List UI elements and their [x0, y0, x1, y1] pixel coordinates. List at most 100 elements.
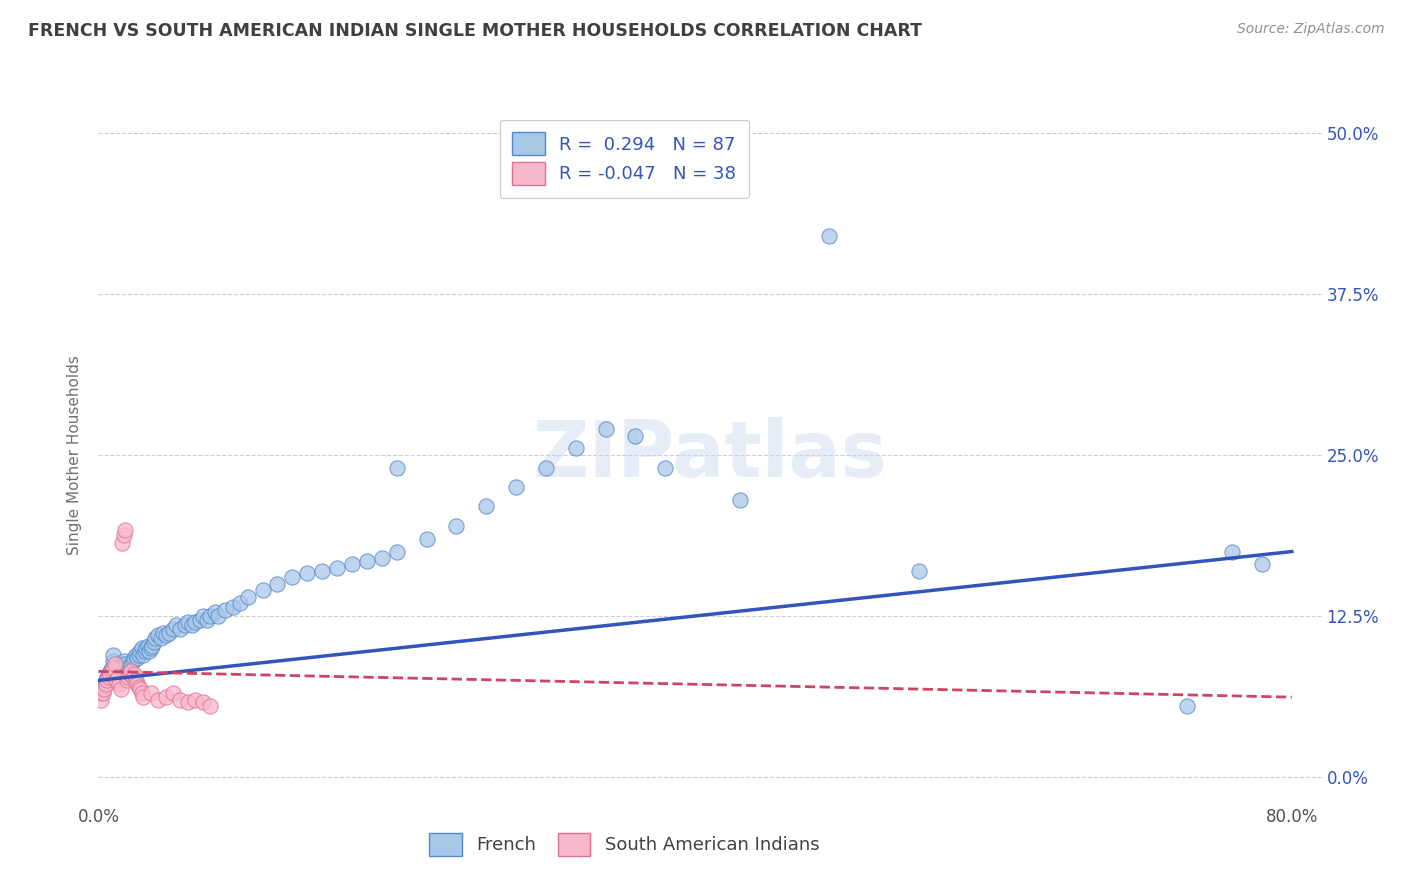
- Point: [132, 648, 155, 662]
- Point: [98, 667, 121, 681]
- Point: [139, 686, 162, 700]
- Text: Source: ZipAtlas.com: Source: ZipAtlas.com: [1237, 22, 1385, 37]
- Point: [184, 692, 207, 706]
- Point: [111, 535, 134, 549]
- Point: [125, 648, 148, 662]
- Point: [236, 590, 259, 604]
- Point: [195, 613, 218, 627]
- Point: [385, 460, 408, 475]
- Point: [131, 686, 153, 700]
- Point: [122, 667, 145, 681]
- Point: [90, 692, 112, 706]
- Point: [146, 692, 169, 706]
- Point: [165, 618, 187, 632]
- Text: FRENCH VS SOUTH AMERICAN INDIAN SINGLE MOTHER HOUSEHOLDS CORRELATION CHART: FRENCH VS SOUTH AMERICAN INDIAN SINGLE M…: [28, 22, 922, 40]
- Point: [104, 660, 127, 674]
- Point: [229, 596, 252, 610]
- Point: [129, 682, 152, 697]
- Point: [169, 692, 191, 706]
- Point: [117, 669, 139, 683]
- Point: [96, 673, 118, 688]
- Point: [115, 673, 138, 688]
- Point: [155, 690, 177, 705]
- Point: [150, 631, 173, 645]
- Point: [107, 669, 129, 683]
- Point: [297, 566, 319, 581]
- Point: [191, 609, 214, 624]
- Point: [505, 480, 527, 494]
- Point: [152, 625, 174, 640]
- Point: [111, 657, 134, 671]
- Point: [120, 665, 142, 679]
- Point: [207, 609, 229, 624]
- Legend: French, South American Indians: French, South American Indians: [422, 826, 827, 863]
- Point: [97, 669, 120, 683]
- Point: [136, 639, 159, 653]
- Point: [128, 680, 150, 694]
- Point: [107, 667, 129, 681]
- Point: [565, 442, 588, 456]
- Y-axis label: Single Mother Households: Single Mother Households: [67, 355, 83, 555]
- Point: [96, 669, 118, 683]
- Point: [155, 628, 177, 642]
- Point: [200, 609, 222, 624]
- Point: [112, 528, 135, 542]
- Point: [110, 660, 132, 674]
- Point: [94, 673, 117, 688]
- Point: [108, 669, 131, 683]
- Point: [181, 618, 204, 632]
- Point: [157, 625, 180, 640]
- Point: [134, 644, 156, 658]
- Point: [114, 523, 136, 537]
- Point: [356, 553, 378, 567]
- Point: [103, 648, 125, 662]
- Point: [169, 622, 191, 636]
- Point: [91, 680, 114, 694]
- Point: [311, 564, 333, 578]
- Point: [114, 657, 136, 671]
- Point: [118, 660, 141, 674]
- Point: [112, 654, 135, 668]
- Point: [105, 673, 128, 688]
- Point: [1177, 699, 1199, 714]
- Point: [121, 654, 143, 668]
- Point: [135, 641, 157, 656]
- Point: [131, 641, 153, 656]
- Point: [162, 622, 184, 636]
- Point: [385, 544, 408, 558]
- Point: [908, 564, 931, 578]
- Point: [115, 660, 138, 674]
- Point: [120, 657, 142, 671]
- Point: [127, 677, 149, 691]
- Point: [90, 686, 112, 700]
- Point: [174, 618, 197, 632]
- Point: [141, 639, 163, 653]
- Point: [146, 628, 169, 642]
- Point: [595, 422, 617, 436]
- Point: [1251, 558, 1274, 572]
- Point: [139, 641, 162, 656]
- Point: [117, 665, 139, 679]
- Point: [125, 673, 148, 688]
- Point: [121, 669, 143, 683]
- Point: [326, 561, 349, 575]
- Point: [97, 667, 120, 681]
- Point: [143, 631, 166, 645]
- Point: [184, 615, 207, 630]
- Point: [101, 660, 124, 674]
- Point: [91, 686, 114, 700]
- Point: [340, 558, 363, 572]
- Point: [204, 605, 226, 619]
- Point: [101, 665, 124, 679]
- Point: [281, 570, 304, 584]
- Point: [110, 665, 132, 679]
- Point: [110, 682, 132, 697]
- Point: [188, 613, 211, 627]
- Point: [104, 657, 127, 671]
- Point: [103, 660, 125, 674]
- Point: [98, 665, 121, 679]
- Point: [128, 648, 150, 662]
- Text: ZIPatlas: ZIPatlas: [533, 417, 887, 493]
- Point: [1220, 544, 1243, 558]
- Point: [103, 654, 125, 668]
